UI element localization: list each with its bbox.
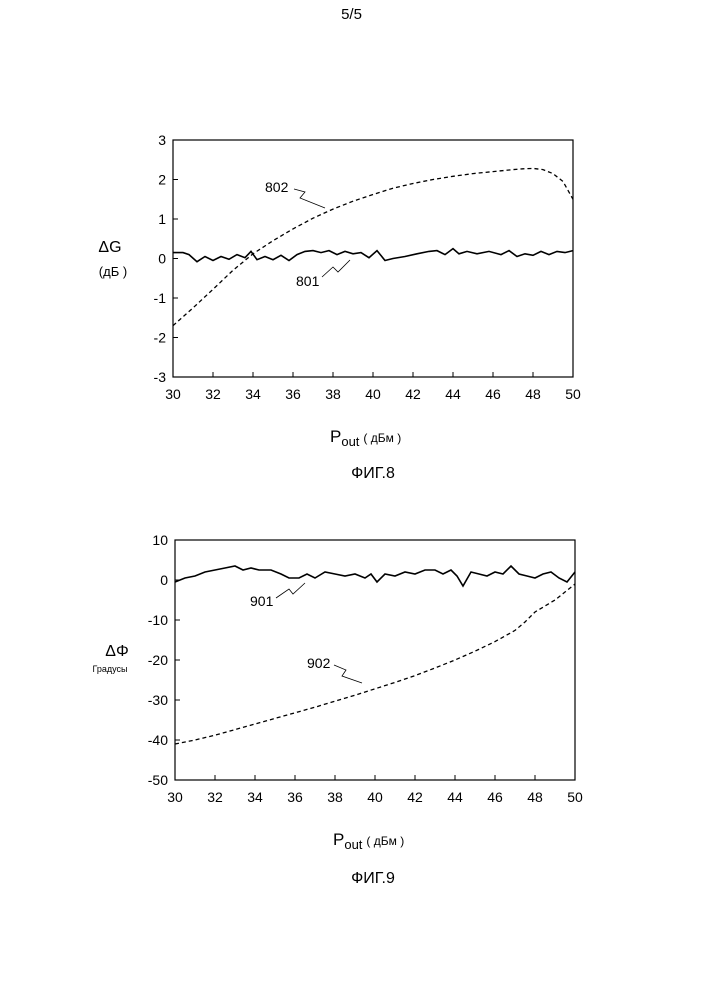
x-axis-label-main: P [330,427,341,446]
y-tick-label-5: -40 [148,732,168,748]
x-tick-label-3: 36 [287,789,303,805]
x-axis-label-subscript: out [341,434,359,449]
page-number: 5/5 [0,6,703,23]
x-tick-label-8: 46 [487,789,503,805]
x-tick-label-7: 44 [445,386,461,402]
x-tick-label-5: 40 [367,789,383,805]
x-tick-label-0: 30 [167,789,183,805]
y-tick-label-2: -10 [148,612,168,628]
figure-8-caption: ФИГ.8 [351,465,395,482]
y-tick-label-0: 10 [152,532,168,548]
y-tick-label-5: -2 [154,330,167,346]
figure-9-caption: ФИГ.9 [351,870,395,887]
x-tick-label-8: 46 [485,386,501,402]
x-tick-label-10: 50 [567,789,583,805]
x-tick-label-0: 30 [165,386,181,402]
y-tick-label-2: 1 [158,211,166,227]
x-tick-label-9: 48 [525,386,541,402]
y-tick-label-1: 0 [160,572,168,588]
callout-leader-901 [276,583,305,598]
figure-8-chart: 3210-1-2-3 3032343638404244464850 ΔG (дБ… [0,120,703,500]
y-axis-unit: (дБ ) [99,264,127,279]
x-axis-label-main: P [333,830,344,849]
y-axis-label: ΔΦ [105,643,128,660]
y-tick-label-3: -20 [148,652,168,668]
y-tick-label-6: -3 [154,369,167,385]
callout-label-902: 902 [307,655,331,671]
y-axis-ticks: 3 2 1 0 -1 -2 -3 [154,132,178,385]
x-tick-label-6: 42 [405,386,421,402]
x-tick-label-6: 42 [407,789,423,805]
x-tick-label-9: 48 [527,789,543,805]
plot-frame [175,540,575,780]
x-axis-label: Pout ( дБм ) [330,427,401,449]
x-tick-label-10: 50 [565,386,581,402]
y-tick-label-0: 3 [158,132,166,148]
callout-label-901: 901 [250,593,274,609]
callout-leader-802 [294,189,325,208]
callout-leader-801 [322,260,350,277]
y-tick-label-1: 2 [158,172,166,188]
series-line-902 [175,584,575,744]
x-tick-label-1: 32 [205,386,221,402]
y-tick-label-3: 0 [158,251,166,267]
series-line-802 [173,168,573,325]
x-tick-label-7: 44 [447,789,463,805]
x-tick-label-2: 34 [247,789,263,805]
series-lines [175,566,575,744]
y-axis-unit: Градусы [93,664,128,674]
x-tick-label-3: 36 [285,386,301,402]
y-tick-label-4: -30 [148,692,168,708]
x-tick-label-5: 40 [365,386,381,402]
x-tick-label-1: 32 [207,789,223,805]
x-tick-label-2: 34 [245,386,261,402]
x-axis-unit: ( дБм ) [366,834,404,848]
plot-frame [173,140,573,377]
x-tick-label-4: 38 [325,386,341,402]
series-line-901 [175,566,575,586]
x-axis-unit: ( дБм ) [363,431,401,445]
callout-leader-902 [334,665,362,683]
series-line-801 [173,249,573,262]
callout-label-801: 801 [296,273,320,289]
x-axis-label: Pout ( дБм ) [333,830,404,852]
y-tick-label-6: -50 [148,772,168,788]
x-tick-label-4: 38 [327,789,343,805]
y-tick-label-4: -1 [154,290,167,306]
figure-9-chart: 10 0 -10 -20 -30 -40 -50 30 32 34 36 38 40 42 44 46 48 5… [0,520,703,900]
y-axis-label: ΔG [98,239,121,256]
callout-label-802: 802 [265,179,289,195]
x-axis-label-subscript: out [344,837,362,852]
series-lines [173,168,573,325]
